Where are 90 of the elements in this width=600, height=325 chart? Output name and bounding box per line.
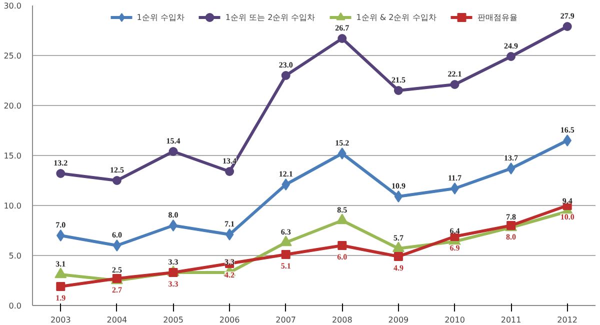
data-label: 13.7 bbox=[504, 154, 518, 162]
data-label: 8.0 bbox=[506, 232, 516, 242]
x-tick-label: 2012 bbox=[557, 316, 578, 324]
point bbox=[280, 236, 292, 246]
data-label: 3.1 bbox=[56, 260, 66, 268]
data-label: 6.0 bbox=[337, 252, 348, 262]
data-label: 9.4 bbox=[562, 196, 572, 206]
y-tick-label: 25.0 bbox=[4, 52, 22, 60]
data-label: 24.9 bbox=[504, 42, 518, 50]
data-label: 5.1 bbox=[280, 262, 291, 270]
data-label: 3.3 bbox=[224, 258, 235, 266]
data-label: 26.7 bbox=[335, 24, 350, 32]
point bbox=[394, 190, 403, 202]
point bbox=[281, 250, 290, 259]
data-label: 4.2 bbox=[224, 270, 235, 280]
x-tick-label: 2003 bbox=[50, 316, 71, 324]
data-label: 27.9 bbox=[560, 12, 574, 20]
data-label: 13.2 bbox=[54, 158, 68, 168]
point bbox=[54, 268, 67, 278]
data-label: 15.2 bbox=[335, 138, 350, 148]
legend-label: 1순위 또는 2순위 수입차 bbox=[225, 12, 316, 22]
legend-label: 1순위 수입차 bbox=[136, 12, 184, 22]
point bbox=[338, 241, 347, 250]
x-tick-label: 2005 bbox=[163, 316, 184, 324]
data-label: 2.7 bbox=[112, 286, 122, 294]
data-label: 13.4 bbox=[222, 156, 237, 166]
legend-label: 판매점유율 bbox=[477, 12, 518, 22]
point bbox=[392, 242, 404, 252]
data-label: 3.3 bbox=[168, 280, 178, 288]
point bbox=[563, 134, 572, 146]
x-tick-label: 2004 bbox=[106, 316, 128, 324]
x-tick-label: 2006 bbox=[219, 316, 240, 324]
x-tick-label: 2010 bbox=[444, 316, 465, 324]
data-label: 10.0 bbox=[560, 212, 574, 222]
point bbox=[450, 80, 460, 89]
point bbox=[338, 34, 347, 43]
data-label: 23.0 bbox=[278, 60, 293, 70]
data-label: 12.1 bbox=[278, 170, 293, 178]
data-label: 8.5 bbox=[337, 206, 348, 214]
data-label: 10.9 bbox=[391, 182, 406, 190]
data-label: 7.8 bbox=[506, 212, 516, 222]
point bbox=[394, 86, 403, 95]
data-label: 21.5 bbox=[391, 76, 406, 84]
point bbox=[336, 214, 348, 224]
y-tick-label: 10.0 bbox=[4, 202, 22, 210]
data-label: 7.1 bbox=[224, 220, 235, 228]
point bbox=[506, 52, 516, 61]
y-tick-label: 15.0 bbox=[4, 152, 22, 160]
data-label: 7.0 bbox=[56, 220, 66, 230]
point bbox=[56, 230, 65, 242]
point bbox=[56, 169, 66, 178]
y-tick-label: 5.0 bbox=[8, 252, 22, 260]
data-label: 2.5 bbox=[112, 266, 122, 274]
y-tick-label: 20.0 bbox=[4, 102, 22, 110]
point bbox=[168, 268, 178, 277]
y-tick-label: 30.0 bbox=[4, 2, 22, 10]
x-tick-label: 2009 bbox=[388, 316, 409, 324]
data-label: 6.9 bbox=[450, 244, 460, 252]
data-label: 8.0 bbox=[168, 210, 178, 220]
data-label: 1.9 bbox=[56, 294, 66, 302]
point bbox=[225, 228, 234, 240]
data-label: 6.0 bbox=[112, 230, 122, 240]
legend-label: 1순위 & 2순위 수입차 bbox=[356, 12, 436, 22]
data-label: 15.4 bbox=[166, 136, 180, 146]
data-label: 6.4 bbox=[450, 226, 460, 236]
data-label: 11.7 bbox=[448, 174, 462, 182]
data-label: 3.3 bbox=[168, 258, 178, 266]
point bbox=[281, 71, 290, 80]
data-label: 4.9 bbox=[393, 264, 404, 272]
x-tick-label: 2011 bbox=[500, 316, 522, 324]
data-label: 12.5 bbox=[110, 166, 124, 174]
data-label: 6.3 bbox=[280, 228, 291, 236]
point bbox=[450, 182, 459, 194]
point bbox=[562, 22, 572, 31]
data-label: 5.7 bbox=[393, 234, 404, 242]
point bbox=[168, 147, 178, 156]
y-tick-label: 0.0 bbox=[8, 302, 22, 310]
x-tick-label: 2008 bbox=[332, 316, 352, 324]
x-tick-label: 2007 bbox=[276, 316, 296, 324]
point bbox=[56, 282, 66, 291]
point bbox=[506, 162, 516, 174]
point bbox=[225, 167, 234, 176]
data-label: 22.1 bbox=[448, 70, 462, 78]
point bbox=[112, 176, 122, 185]
point bbox=[282, 178, 290, 190]
point bbox=[112, 240, 122, 252]
point bbox=[394, 252, 403, 261]
data-label: 16.5 bbox=[560, 126, 574, 134]
point bbox=[169, 220, 178, 232]
point bbox=[338, 148, 346, 160]
